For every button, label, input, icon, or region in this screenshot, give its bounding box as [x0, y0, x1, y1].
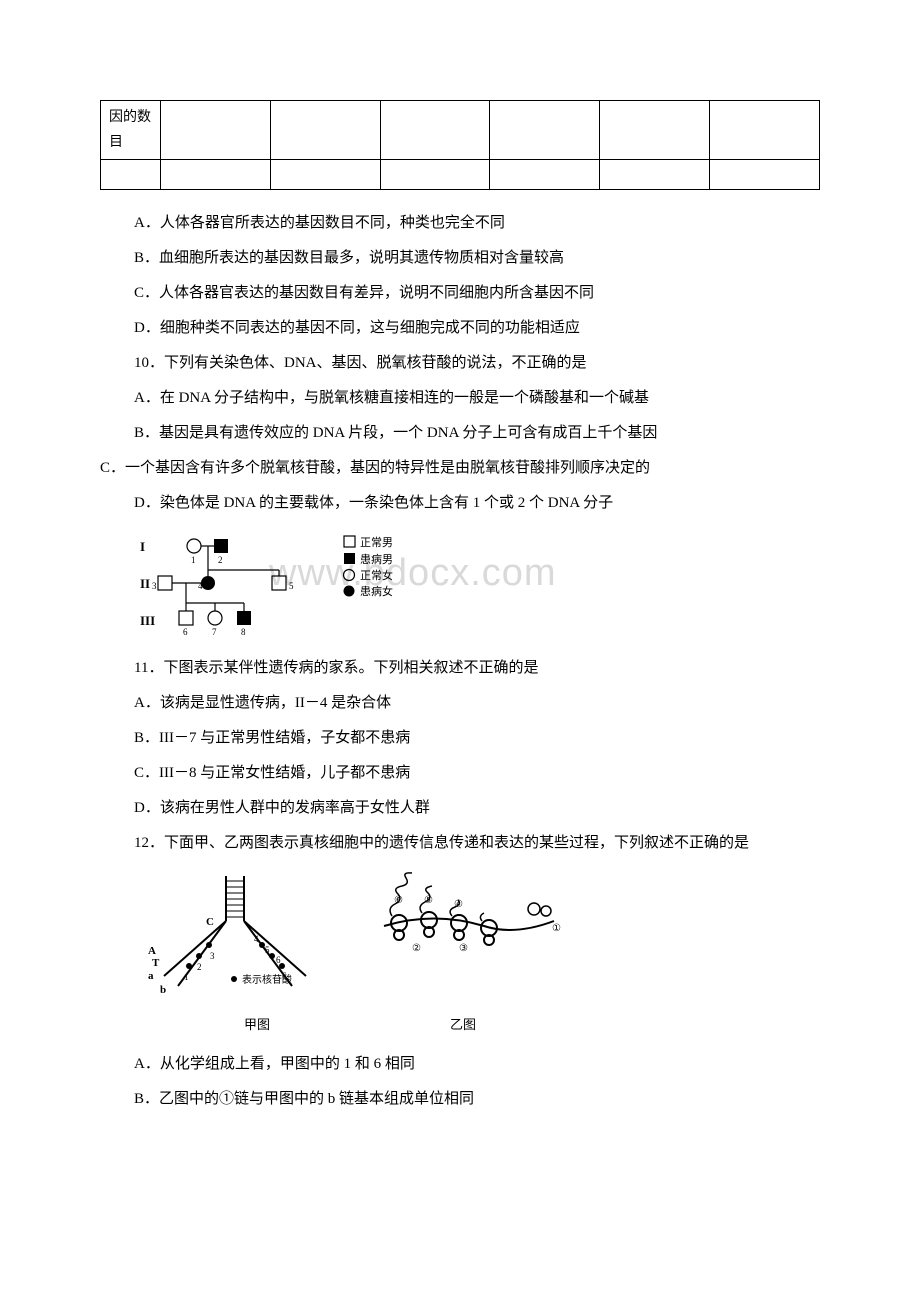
- svg-text:4: 4: [198, 581, 203, 591]
- gen-label-2: II: [140, 576, 150, 591]
- svg-text:4: 4: [254, 934, 259, 944]
- svg-text:C: C: [206, 916, 214, 928]
- diagram-label-jia: 甲图: [244, 1013, 270, 1036]
- svg-text:2: 2: [197, 962, 202, 972]
- gen-label-3: III: [140, 613, 155, 628]
- svg-text:正常女: 正常女: [360, 568, 393, 582]
- svg-text:8: 8: [241, 627, 246, 637]
- q10-option-d: D．染色体是 DNA 的主要载体，一条染色体上含有 1 个或 2 个 DNA 分…: [134, 490, 820, 517]
- q10-option-c: C．一个基因含有许多个脱氧核苷酸，基因的特异性是由脱氧核苷酸排列顺序决定的: [100, 455, 820, 482]
- svg-text:7: 7: [212, 627, 217, 637]
- diagram-label-yi: 乙图: [450, 1013, 476, 1036]
- svg-text:③: ③: [459, 943, 468, 954]
- dna-diagram: A a b C T 1 2 3 4 5 6 6 表示核苷酸 ⑥: [134, 871, 574, 1036]
- svg-text:a: a: [148, 970, 154, 982]
- ribosome: ⑥: [390, 873, 412, 940]
- svg-text:6: 6: [183, 627, 188, 637]
- table-cell: [380, 160, 490, 190]
- svg-text:1: 1: [184, 972, 189, 982]
- table-cell: [490, 160, 600, 190]
- q10-option-b: B．基因是具有遗传效应的 DNA 片段，一个 DNA 分子上可含有成百上千个基因: [134, 420, 820, 447]
- svg-text:正常男: 正常男: [360, 536, 393, 549]
- svg-text:3: 3: [152, 581, 157, 591]
- svg-text:5: 5: [289, 581, 294, 591]
- table-cell: [710, 101, 820, 160]
- q10-stem: 10．下列有关染色体、DNA、基因、脱氧核苷酸的说法，不正确的是: [134, 350, 820, 377]
- table-row: 因的数目: [101, 101, 820, 160]
- svg-text:6: 6: [276, 955, 281, 965]
- table-cell: [490, 101, 600, 160]
- table-cell: [710, 160, 820, 190]
- q11-option-d: D．该病在男性人群中的发病率高于女性人群: [134, 795, 820, 822]
- diagram-labels-row: 甲图 乙图: [134, 1013, 574, 1036]
- svg-text:⑤: ⑤: [424, 895, 433, 906]
- svg-text:表示核苷酸: 表示核苷酸: [242, 973, 292, 986]
- svg-text:患病女: 患病女: [360, 584, 393, 598]
- svg-text:3: 3: [210, 951, 215, 961]
- q12-option-b: B．乙图中的①链与甲图中的 b 链基本组成单位相同: [134, 1086, 820, 1113]
- svg-text:①: ①: [552, 923, 561, 934]
- svg-text:5: 5: [265, 945, 270, 955]
- table-cell: [380, 101, 490, 160]
- gen-label-1: I: [140, 539, 145, 554]
- svg-text:b: b: [160, 984, 166, 996]
- pedigree-chart: www.bdocx.com I II III 1 2 3 4 5: [134, 531, 674, 641]
- svg-text:④: ④: [454, 899, 463, 910]
- q9-option-d: D．细胞种类不同表达的基因不同，这与细胞完成不同的功能相适应: [134, 315, 820, 342]
- q9-option-b: B．血细胞所表达的基因数目最多，说明其遗传物质相对含量较高: [134, 245, 820, 272]
- table-cell: [101, 160, 161, 190]
- svg-text:患病男: 患病男: [360, 552, 393, 566]
- dna-svg: A a b C T 1 2 3 4 5 6 6 表示核苷酸 ⑥: [134, 871, 574, 1001]
- gene-count-table: 因的数目: [100, 100, 820, 190]
- svg-text:A: A: [148, 945, 156, 957]
- svg-text:⑥: ⑥: [394, 895, 403, 906]
- svg-text:2: 2: [218, 555, 223, 565]
- svg-text:1: 1: [191, 555, 196, 565]
- table-cell: [270, 160, 380, 190]
- q12-stem: 12．下面甲、乙两图表示真核细胞中的遗传信息传递和表达的某些过程，下列叙述不正确…: [134, 830, 820, 857]
- q11-option-c: C．III－8 与正常女性结婚，儿子都不患病: [134, 760, 820, 787]
- table-cell: [600, 160, 710, 190]
- q11-option-a: A．该病是显性遗传病，II－4 是杂合体: [134, 690, 820, 717]
- table-cell: [600, 101, 710, 160]
- q9-option-a: A．人体各器官所表达的基因数目不同，种类也完全不同: [134, 210, 820, 237]
- table-cell: [270, 101, 380, 160]
- q12-option-a: A．从化学组成上看，甲图中的 1 和 6 相同: [134, 1051, 820, 1078]
- pedigree-svg: I II III 1 2 3 4 5 6 7 8: [134, 531, 674, 641]
- table-cell: [161, 160, 271, 190]
- table-row: [101, 160, 820, 190]
- table-cell: 因的数目: [101, 101, 161, 160]
- table-cell: [161, 101, 271, 160]
- q10-option-a: A．在 DNA 分子结构中，与脱氧核糖直接相连的一般是一个磷酸基和一个碱基: [134, 385, 820, 412]
- q11-stem: 11．下图表示某伴性遗传病的家系。下列相关叙述不正确的是: [134, 655, 820, 682]
- svg-text:T: T: [152, 957, 160, 969]
- svg-text:②: ②: [412, 943, 421, 954]
- q9-option-c: C．人体各器官表达的基因数目有差异，说明不同细胞内所含基因不同: [134, 280, 820, 307]
- q11-option-b: B．III－7 与正常男性结婚，子女都不患病: [134, 725, 820, 752]
